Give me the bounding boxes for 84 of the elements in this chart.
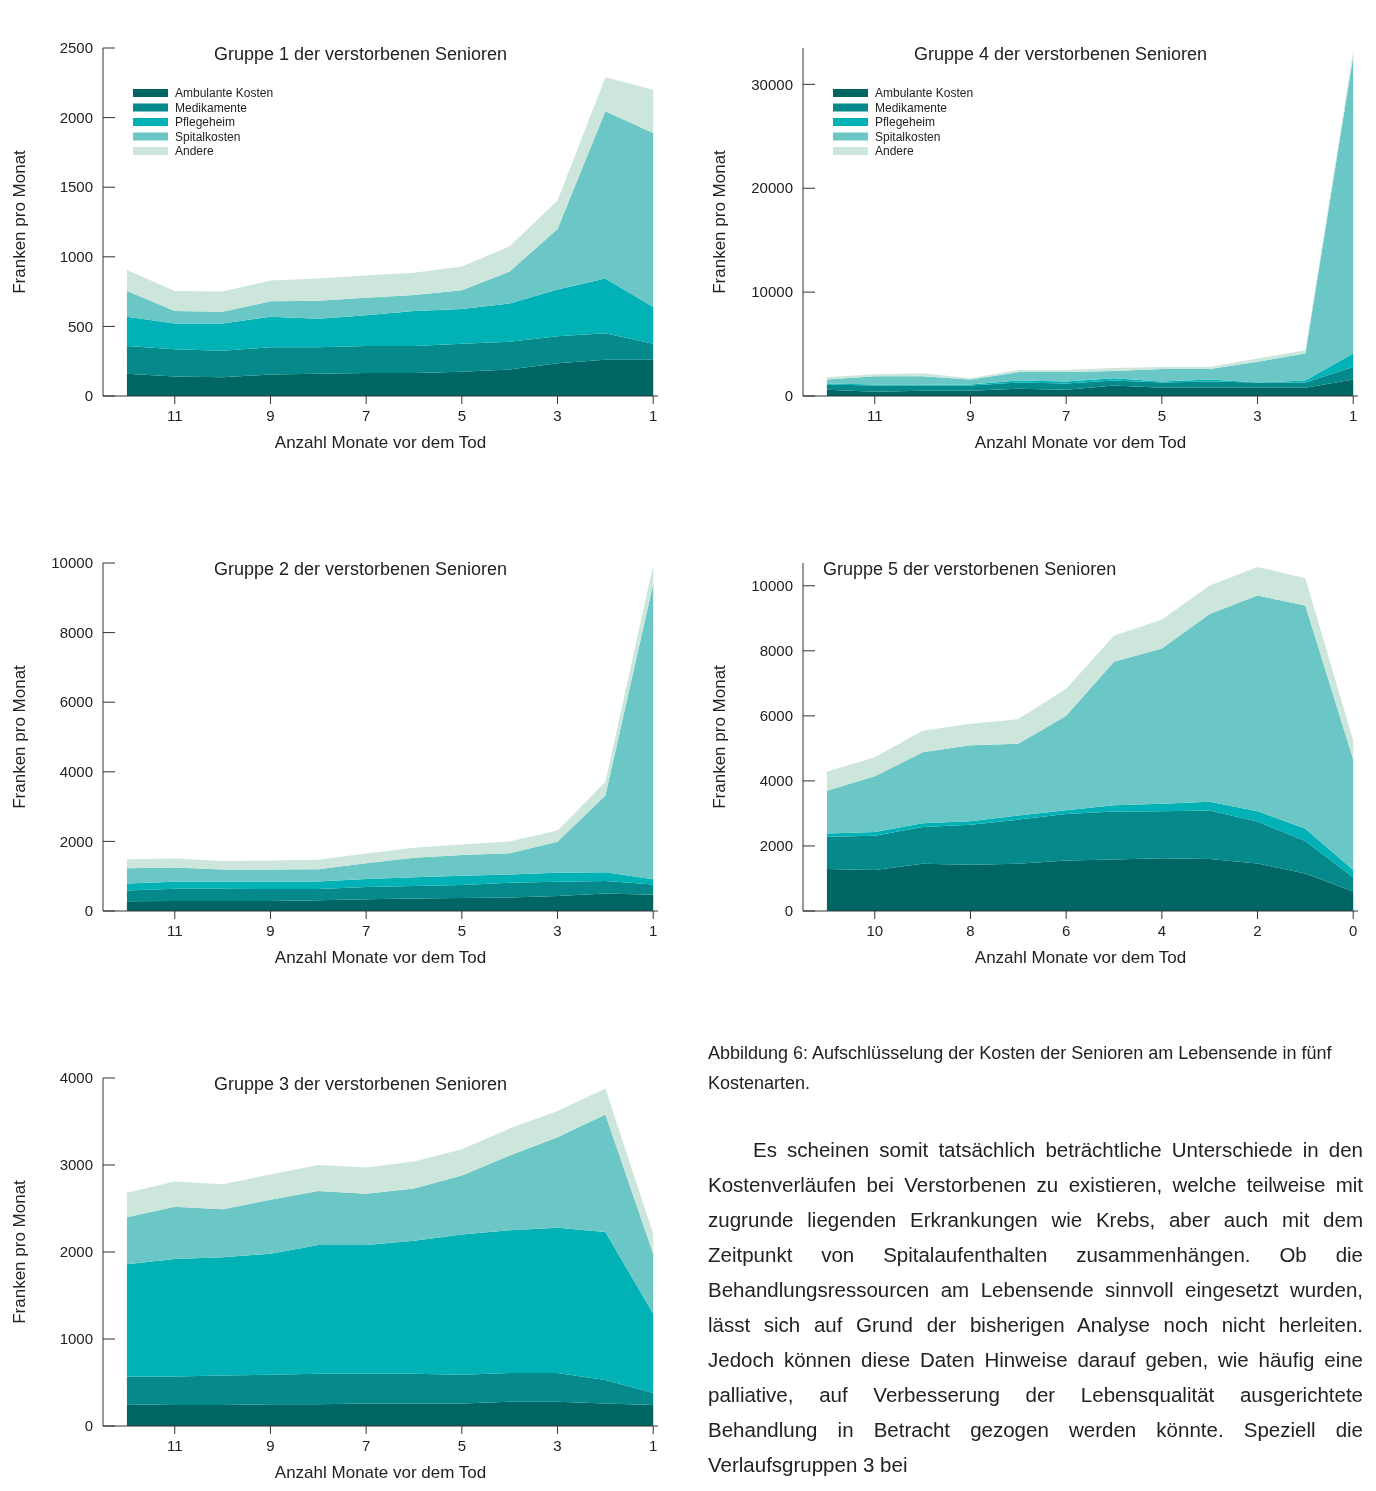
y-tick-label: 2000 [759,837,793,855]
y-tick-label: 2000 [59,832,93,850]
x-axis-title: Anzahl Monate vor dem Tod [974,948,1187,967]
x-tick-label: 7 [361,922,371,939]
y-tick-label: 2000 [59,1243,93,1261]
y-tick-label: 2000 [59,108,93,126]
y-tick-label: 1500 [59,178,93,196]
x-tick-label: 7 [361,1437,371,1454]
x-tick-label: 5 [457,1437,467,1454]
x-tick-label: 1 [1349,407,1358,424]
y-axis-title: Franken pro Monat [10,149,29,294]
x-axis-title: Anzahl Monate vor dem Tod [274,1463,487,1482]
x-tick-label: 4 [1157,922,1167,939]
legend-label: Ambulante Kosten [875,86,974,101]
y-tick-label: 6000 [759,707,793,725]
x-tick-label: 1 [649,1437,658,1454]
x-tick-label: 7 [1061,407,1071,424]
x-tick-label: 11 [166,922,183,939]
chart-title: Gruppe 1 der verstorbenen Senioren [213,44,508,64]
legend-label: Pflegeheim [175,115,236,130]
y-tick-label: 0 [784,387,793,405]
y-tick-label: 1000 [59,248,93,266]
x-tick-label: 3 [553,922,562,939]
x-tick-label: 6 [1061,922,1071,939]
y-tick-label: 10000 [751,283,793,301]
x-axis-title: Anzahl Monate vor dem Tod [274,433,487,452]
y-axis-title: Franken pro Monat [10,1179,29,1324]
y-tick-label: 4000 [759,772,793,790]
x-tick-label: 11 [166,1437,183,1454]
x-axis-title: Anzahl Monate vor dem Tod [974,433,1187,452]
legend-label: Medikamente [875,100,948,115]
y-tick-label: 1000 [59,1330,93,1348]
x-tick-label: 2 [1253,922,1262,939]
y-tick-label: 6000 [59,693,93,711]
x-tick-label: 1 [649,922,658,939]
x-tick-label: 1 [649,407,658,424]
y-tick-label: 4000 [59,763,93,781]
y-axis-title: Franken pro Monat [710,149,729,294]
y-tick-label: 10000 [51,554,93,572]
x-tick-label: 11 [166,407,183,424]
text: Abbildung 6: Aufschlüsselung der Kosten der Senioren am Lebensende in fünf Kostenarten. [708,1042,1333,1095]
x-tick-label: 0 [1349,922,1358,939]
x-tick-label: 3 [553,407,562,424]
chart-title: Gruppe 5 der verstorbenen Senioren [823,559,1117,579]
y-tick-label: 0 [84,1417,93,1435]
x-tick-label: 8 [966,922,975,939]
y-tick-label: 3000 [59,1156,93,1174]
y-axis-title: Franken pro Monat [10,664,29,809]
x-tick-label: 7 [361,407,371,424]
chart-title: Gruppe 2 der verstorbenen Senioren [213,559,508,579]
y-tick-label: 20000 [751,179,793,197]
x-tick-label: 9 [266,1437,275,1454]
y-tick-label: 8000 [59,623,93,641]
x-tick-label: 11 [866,407,883,424]
x-tick-label: 3 [553,1437,562,1454]
y-tick-label: 2500 [59,39,93,57]
x-tick-label: 3 [1253,407,1262,424]
legend-label: Andere [175,144,215,159]
x-tick-label: 9 [966,407,975,424]
legend-label: Pflegeheim [875,115,936,130]
y-tick-label: 0 [784,902,793,920]
legend-label: Spitalkosten [875,129,941,144]
y-tick-label: 8000 [759,642,793,660]
x-axis-title: Anzahl Monate vor dem Tod [274,948,487,967]
text: Es scheinen somit tatsächlich beträchtliche Unterschiede in den Kostenverläufen bei Verstorbenen zu existieren, welche teilweise mit zugrunde liegenden Erkrankungen wie Krebs, aber auch mit dem Zeitpunkt von Spitalaufenthalten zusammenhängen. Ob die Behandlungsressourcen am Lebensende sinnvoll eingesetzt wurden, lässt sich auf Grund der bisherigen Analyse noch nicht herleiten. Jedoch können diese Daten Hinweise darauf geben, wie häufig eine palliative, auf Verbesserung der Lebensqualität ausgerichtete Behandlung in Betracht gezogen werden könnte. Speziell die Verlaufsgruppen 3 bei [708,1138,1363,1476]
chart-title: Gruppe 4 der verstorbenen Senioren [913,44,1208,64]
y-tick-label: 4000 [59,1069,93,1087]
legend-label: Ambulante Kosten [175,86,274,101]
legend-label: Spitalkosten [175,129,241,144]
y-tick-label: 0 [84,902,93,920]
x-tick-label: 5 [457,922,467,939]
y-tick-label: 30000 [751,75,793,93]
y-tick-label: 0 [84,387,93,405]
legend-label: Andere [875,144,915,159]
legend-label: Medikamente [175,100,248,115]
y-tick-label: 500 [67,317,93,335]
y-axis-title: Franken pro Monat [710,664,729,809]
x-tick-label: 9 [266,407,275,424]
x-tick-label: 10 [866,922,884,939]
y-tick-label: 10000 [751,577,793,595]
chart-title: Gruppe 3 der verstorbenen Senioren [213,1074,508,1094]
x-tick-label: 9 [266,922,275,939]
x-tick-label: 5 [457,407,467,424]
x-tick-label: 5 [1157,407,1167,424]
